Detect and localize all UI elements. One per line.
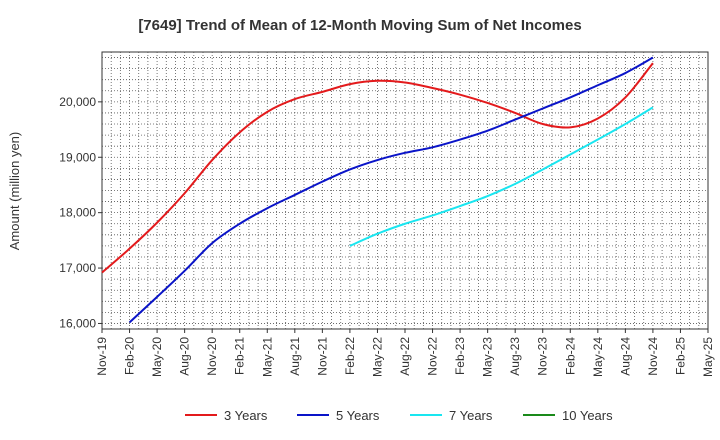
y-tick-label: 16,000 bbox=[59, 316, 96, 330]
y-tick-label: 19,000 bbox=[59, 150, 96, 164]
series-line-7-years bbox=[349, 106, 654, 247]
x-tick-label: Aug-23 bbox=[508, 337, 522, 376]
x-tick-label: Nov-19 bbox=[95, 337, 109, 376]
x-tick-label: Feb-20 bbox=[123, 337, 137, 375]
series-line-3-years bbox=[101, 62, 654, 274]
y-tick-label: 17,000 bbox=[59, 261, 96, 275]
x-tick-label: May-20 bbox=[150, 337, 164, 377]
x-tick-label: Nov-23 bbox=[536, 337, 550, 376]
x-tick-label: Aug-21 bbox=[288, 337, 302, 376]
x-tick-label: Aug-24 bbox=[618, 337, 632, 376]
x-tick-label: Nov-24 bbox=[646, 337, 660, 376]
chart-title: [7649] Trend of Mean of 12-Month Moving … bbox=[138, 17, 581, 34]
series-line-5-years bbox=[128, 56, 654, 324]
legend: 3 Years 5 Years 7 Years 10 Years bbox=[185, 408, 613, 423]
y-axis-label: Amount (million yen) bbox=[7, 132, 22, 251]
x-tick-label: Feb-22 bbox=[343, 337, 357, 375]
x-tick-label: Nov-22 bbox=[426, 337, 440, 376]
x-tick-label: Feb-25 bbox=[673, 337, 687, 375]
y-tick-label: 20,000 bbox=[59, 95, 96, 109]
x-tick-label: May-24 bbox=[591, 337, 605, 377]
y-tick-labels: 16,000 17,000 18,000 19,000 20,000 bbox=[59, 95, 102, 330]
x-tick-label: Aug-22 bbox=[398, 337, 412, 376]
x-tick-labels: Nov-19 Feb-20 May-20 Aug-20 Nov-20 Feb-21 May-… bbox=[95, 329, 715, 377]
x-tick-label: Feb-24 bbox=[563, 337, 577, 375]
series-lines bbox=[101, 56, 654, 324]
x-tick-label: Aug-20 bbox=[178, 337, 192, 376]
x-tick-label: May-22 bbox=[370, 337, 384, 377]
x-tick-label: Nov-20 bbox=[205, 337, 219, 376]
legend-label: 5 Years bbox=[336, 408, 380, 423]
x-tick-label: May-21 bbox=[260, 337, 274, 377]
legend-label: 3 Years bbox=[224, 408, 268, 423]
x-tick-label: Feb-21 bbox=[233, 337, 247, 375]
x-tick-label: Nov-21 bbox=[315, 337, 329, 376]
x-tick-label: May-25 bbox=[701, 337, 715, 377]
x-tick-label: Feb-23 bbox=[453, 337, 467, 375]
y-tick-label: 18,000 bbox=[59, 206, 96, 220]
legend-label: 7 Years bbox=[449, 408, 493, 423]
legend-label: 10 Years bbox=[562, 408, 613, 423]
x-tick-label: May-23 bbox=[481, 337, 495, 377]
